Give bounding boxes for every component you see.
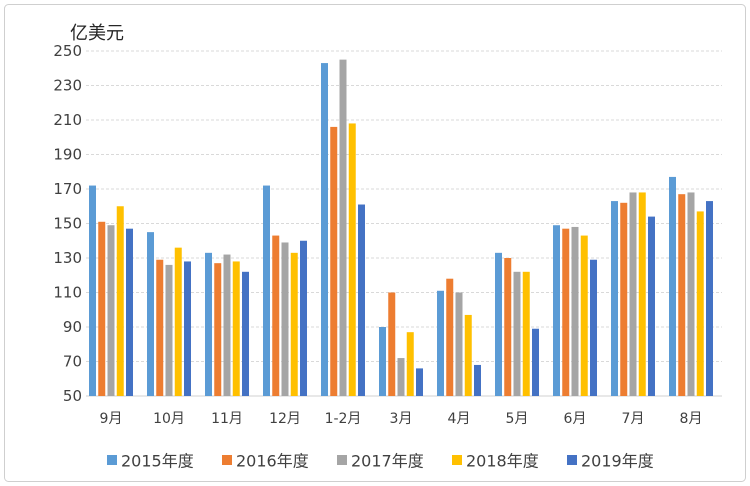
bar-series-3-category-1 — [107, 225, 115, 396]
x-axis-tick-labels: 9月 10月 11月 12月 1-2月 3月 4月 5月 6月 7月 8月 — [100, 411, 703, 427]
x-tick-label: 6月 — [564, 411, 587, 427]
x-tick-label: 3月 — [390, 411, 413, 427]
y-tick-label: 170 — [53, 180, 82, 198]
bar-series-2-category-8 — [504, 258, 512, 396]
bar-series-2-category-5 — [330, 126, 338, 397]
bar-series-4-category-7 — [464, 314, 472, 396]
x-tick-label: 1-2月 — [325, 411, 362, 427]
legend-item: 2018年度 — [452, 452, 539, 471]
bar-series-4-category-9 — [580, 235, 588, 396]
legend-item: 2017年度 — [337, 452, 424, 471]
y-tick-label: 190 — [53, 146, 82, 164]
bar-series-2-category-1 — [98, 221, 106, 396]
bar-series-4-category-4 — [290, 252, 298, 396]
x-tick-label: 7月 — [622, 411, 645, 427]
y-tick-label: 90 — [63, 318, 82, 336]
bar-series-1-category-4 — [263, 185, 270, 396]
bar-series-4-category-6 — [406, 332, 414, 396]
bar-series-3-category-6 — [397, 358, 405, 396]
x-tick-label: 9月 — [100, 411, 123, 427]
bar-series-1-category-5 — [321, 63, 328, 396]
x-tick-label: 12月 — [269, 411, 301, 427]
legend-swatch — [337, 455, 347, 465]
bar-series-4-category-10 — [638, 192, 646, 396]
legend-swatch — [567, 455, 577, 465]
bar-series-3-category-3 — [223, 254, 231, 396]
bar-series-5-category-6 — [416, 368, 423, 396]
bar-series-5-category-1 — [126, 228, 133, 396]
bar-series-2-category-7 — [446, 278, 454, 396]
bar-series-1-category-10 — [611, 201, 618, 396]
y-axis-tick-labels: 50 70 90 110 130 150 170 190 210 230 250 — [53, 42, 82, 405]
bar-series-3-category-2 — [165, 264, 173, 396]
bar-series-4-category-5 — [348, 123, 356, 396]
bar-series-1-category-3 — [205, 252, 212, 396]
legend-swatch — [107, 455, 117, 465]
y-tick-label: 50 — [63, 387, 82, 405]
bar-series-5-category-8 — [532, 328, 539, 396]
bar-series-5-category-3 — [242, 271, 249, 396]
legend-label: 2017年度 — [351, 452, 424, 471]
unit-label: 亿美元 — [70, 23, 124, 44]
legend-label: 2019年度 — [581, 452, 654, 471]
bar-series-5-category-4 — [300, 240, 307, 396]
bar-series-3-category-8 — [513, 271, 521, 396]
legend-swatch — [452, 455, 462, 465]
bar-series-1-category-11 — [669, 176, 676, 396]
bar-series-3-category-10 — [629, 192, 637, 396]
bar-series-5-category-7 — [474, 364, 481, 396]
bar-series-1-category-6 — [379, 327, 386, 396]
bar-series-3-category-5 — [339, 59, 347, 397]
y-tick-label: 70 — [63, 353, 82, 371]
legend: 2015年度 2016年度 2017年度 2018年度 2019年度 — [107, 452, 654, 471]
bar-series-5-category-9 — [590, 259, 597, 396]
legend-swatch — [222, 455, 232, 465]
y-tick-label: 110 — [53, 284, 82, 302]
bar-series-2-category-6 — [388, 292, 396, 396]
bar-series-3-category-4 — [281, 242, 289, 396]
bar-series-3-category-9 — [571, 226, 579, 396]
bar-series-5-category-2 — [184, 261, 191, 396]
y-tick-label: 250 — [53, 42, 82, 60]
bar-series-1-category-9 — [553, 225, 560, 396]
y-tick-label: 210 — [53, 111, 82, 129]
legend-item: 2015年度 — [107, 452, 194, 471]
x-tick-label: 8月 — [680, 411, 703, 427]
legend-item: 2016年度 — [222, 452, 309, 471]
bar-series-2-category-2 — [156, 259, 164, 396]
x-tick-label: 10月 — [153, 411, 185, 427]
bar-series-3-category-11 — [687, 192, 695, 396]
bar-series-1-category-1 — [89, 185, 96, 396]
bar-series-2-category-9 — [562, 228, 570, 396]
y-tick-label: 130 — [53, 249, 82, 267]
bar-series-2-category-10 — [620, 202, 628, 396]
bar-series-5-category-10 — [648, 216, 655, 396]
y-tick-label: 230 — [53, 77, 82, 95]
bar-series-1-category-7 — [437, 290, 444, 396]
legend-label: 2016年度 — [236, 452, 309, 471]
bar-series-2-category-3 — [214, 263, 222, 396]
legend-item: 2019年度 — [567, 452, 654, 471]
bar-series-5-category-11 — [706, 201, 713, 396]
bar-series-4-category-3 — [232, 261, 240, 396]
legend-label: 2018年度 — [466, 452, 539, 471]
legend-label: 2015年度 — [121, 452, 194, 471]
bar-series-5-category-5 — [358, 204, 365, 396]
bar-series-4-category-11 — [696, 211, 704, 396]
bar-series-2-category-11 — [678, 194, 686, 396]
bar-series-4-category-8 — [522, 271, 530, 396]
bar-series-4-category-1 — [116, 206, 124, 396]
bar-series-3-category-7 — [455, 292, 463, 396]
bar-series-4-category-2 — [174, 247, 182, 396]
bar-series-1-category-8 — [495, 252, 502, 396]
y-tick-label: 150 — [53, 215, 82, 233]
bar-series-2-category-4 — [272, 235, 280, 396]
bars — [89, 59, 713, 397]
x-tick-label: 4月 — [448, 411, 471, 427]
x-tick-label: 5月 — [506, 411, 529, 427]
bar-series-1-category-2 — [147, 232, 154, 397]
x-tick-label: 11月 — [211, 411, 243, 427]
